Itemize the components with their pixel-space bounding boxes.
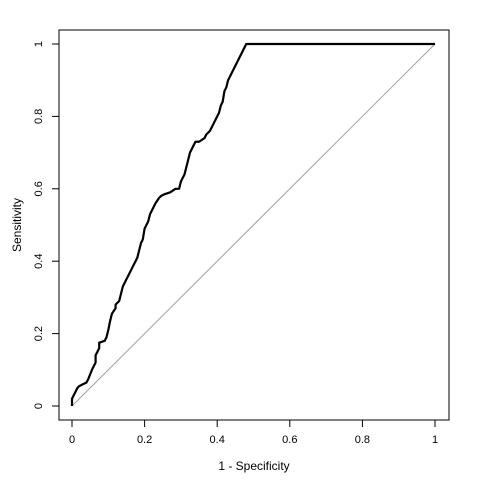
y-tick-label: 0.4 xyxy=(33,254,45,269)
y-axis: 0 0.2 0.4 0.6 0.8 1 xyxy=(33,41,60,409)
y-axis-label: Sensitivity xyxy=(10,198,24,252)
y-tick-label: 0.8 xyxy=(33,109,45,124)
x-tick-label: 0.2 xyxy=(137,434,152,446)
x-axis-label: 1 - Specificity xyxy=(218,459,289,473)
x-tick-label: 0.8 xyxy=(355,434,370,446)
x-tick-label: 0.6 xyxy=(282,434,297,446)
x-tick-label: 0 xyxy=(69,434,75,446)
x-tick-label: 0.4 xyxy=(210,434,225,446)
y-tick-label: 0.6 xyxy=(33,181,45,196)
y-tick-label: 0.2 xyxy=(33,326,45,341)
y-tick-label: 0 xyxy=(33,403,45,409)
y-tick-label: 1 xyxy=(33,41,45,47)
x-tick-label: 1 xyxy=(432,434,438,446)
roc-curve-0 xyxy=(70,42,435,406)
reference-diagonal-line xyxy=(71,43,436,407)
plot-area xyxy=(70,42,436,407)
x-axis: 0 0.2 0.4 0.6 0.8 1 xyxy=(69,419,438,446)
